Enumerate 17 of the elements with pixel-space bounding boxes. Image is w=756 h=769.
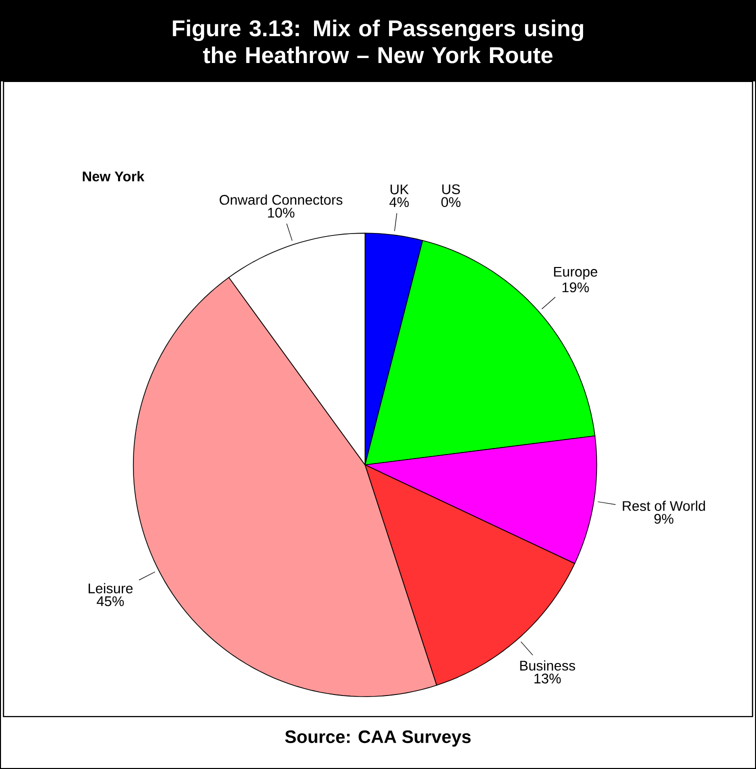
- data-label: 45%: [96, 596, 124, 606]
- data-label: 13%: [534, 674, 561, 684]
- slice-label: Business: [520, 660, 576, 671]
- slice-label: Europe: [554, 266, 598, 280]
- slice-label: Leisure: [88, 583, 133, 594]
- data-label: 10%: [268, 208, 294, 218]
- category-label: US: [442, 184, 460, 194]
- slice-label: UK: [390, 184, 409, 194]
- data-label: 9%: [654, 514, 674, 524]
- chart-title: Figure 3.13: Mix of Passengers using the Heathrow – New York Route: [172, 20, 584, 64]
- slice-label: Onward Connectors: [220, 194, 342, 205]
- chart-subtitle: New York: [82, 171, 144, 182]
- data-label: 19%: [562, 282, 589, 292]
- source-note: Source: CAA Surveys: [285, 730, 471, 747]
- slice-label: Rest of World: [622, 500, 705, 511]
- text: 0%: [441, 197, 460, 208]
- data-label: 4%: [389, 197, 409, 208]
